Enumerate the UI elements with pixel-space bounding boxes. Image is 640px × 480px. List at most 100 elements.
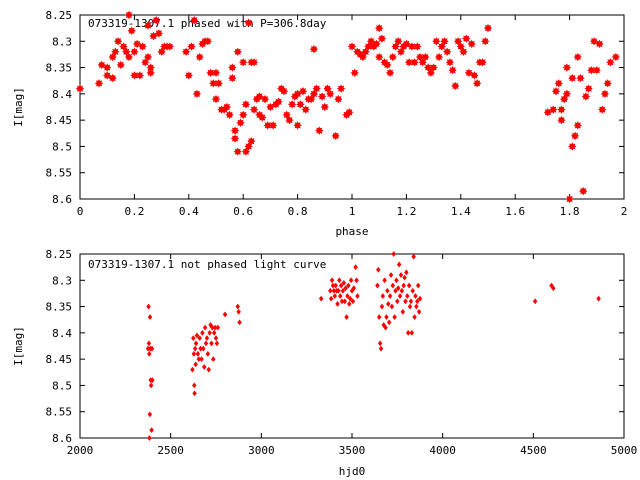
- data-point: [287, 100, 297, 109]
- data-point: [355, 293, 360, 300]
- data-point: [274, 97, 283, 106]
- x-tick-label: 1.4: [451, 205, 471, 218]
- data-point: [75, 84, 85, 93]
- data-point: [347, 295, 353, 302]
- data-point: [611, 52, 621, 62]
- x-tick-label: 2000: [67, 444, 94, 457]
- data-point: [445, 58, 455, 67]
- data-point: [562, 63, 572, 72]
- data-point: [343, 285, 348, 292]
- data-point: [241, 147, 251, 156]
- data-point: [415, 282, 421, 289]
- data-point: [543, 108, 553, 117]
- data-point: [298, 87, 308, 96]
- phased-light-curve-plot: 0 0.2 0.4 0.6 0.8 1 1.2 1.4 1.6 1.8 2 8.25 8.3 8.35 8.…: [12, 9, 627, 238]
- data-point: [402, 39, 411, 49]
- data-point: [341, 279, 347, 286]
- data-point: [147, 350, 152, 357]
- data-point: [108, 52, 117, 62]
- data-point: [149, 427, 154, 434]
- y-tick-label: 8.6: [52, 193, 72, 206]
- data-point: [333, 282, 338, 289]
- data-point: [206, 366, 212, 373]
- data-point: [193, 340, 199, 347]
- data-point: [255, 92, 264, 101]
- data-point: [448, 65, 457, 75]
- data-point: [327, 287, 333, 294]
- data-point: [600, 89, 610, 99]
- data-point: [451, 81, 460, 91]
- data-point: [348, 277, 354, 284]
- data-point: [187, 42, 196, 51]
- data-point: [141, 58, 150, 67]
- data-point: [374, 23, 384, 33]
- data-point: [320, 102, 330, 112]
- data-point: [397, 293, 403, 300]
- data-point: [184, 71, 194, 80]
- data-point: [328, 295, 334, 302]
- data-point: [213, 335, 219, 342]
- data-point: [377, 340, 383, 347]
- data-point: [392, 314, 397, 321]
- data-point: [258, 113, 267, 122]
- x-tick-label: 1.2: [396, 205, 416, 218]
- data-point: [315, 126, 324, 135]
- data-point: [193, 361, 198, 368]
- data-point: [228, 73, 237, 83]
- data-point: [557, 105, 566, 114]
- data-point: [205, 350, 211, 357]
- data-point: [209, 79, 218, 88]
- y-tick-label: 8.45: [46, 114, 73, 127]
- y-tick-label: 8.45: [46, 353, 73, 366]
- data-point: [404, 269, 409, 276]
- data-point: [377, 34, 387, 43]
- data-point: [414, 303, 419, 310]
- data-point: [146, 340, 152, 347]
- data-point: [111, 47, 120, 57]
- data-point: [478, 58, 487, 67]
- data-point: [573, 52, 582, 62]
- data-point: [565, 194, 574, 204]
- data-point: [148, 382, 154, 389]
- data-point: [335, 300, 340, 307]
- data-point: [203, 340, 209, 347]
- data-series: [75, 10, 621, 204]
- data-point: [249, 58, 259, 67]
- y-tick-label: 8.3: [52, 35, 72, 48]
- x-tick-label: 4500: [520, 444, 547, 457]
- data-point: [372, 39, 381, 49]
- data-point: [403, 298, 408, 305]
- data-point: [336, 84, 346, 93]
- data-point: [331, 131, 340, 141]
- data-point: [570, 131, 580, 141]
- x-tick-label: 2500: [157, 444, 184, 457]
- data-point: [568, 142, 577, 151]
- data-point: [426, 68, 436, 78]
- x-tick-label: 0.2: [124, 205, 144, 218]
- data-point: [124, 10, 134, 20]
- y-tick-label: 8.25: [46, 248, 73, 261]
- data-point: [147, 314, 153, 321]
- data-point: [396, 47, 406, 57]
- data-point: [364, 42, 373, 51]
- data-point: [146, 68, 155, 78]
- x-tick-label: 1.8: [560, 205, 580, 218]
- data-point: [238, 110, 248, 120]
- data-point: [151, 16, 161, 25]
- data-point: [398, 272, 404, 279]
- data-point: [200, 329, 205, 336]
- data-point: [415, 52, 425, 62]
- data-point: [347, 42, 357, 51]
- data-point: [204, 335, 210, 342]
- data-point: [336, 287, 341, 294]
- data-point: [143, 21, 153, 30]
- data-point: [293, 89, 302, 99]
- x-axis-label: phase: [335, 225, 368, 238]
- data-point: [404, 58, 414, 67]
- data-point: [389, 303, 395, 310]
- data-point: [358, 52, 368, 62]
- data-point: [383, 324, 388, 331]
- data-point: [154, 29, 164, 38]
- data-point: [573, 121, 582, 130]
- y-tick-label: 8.5: [52, 140, 72, 153]
